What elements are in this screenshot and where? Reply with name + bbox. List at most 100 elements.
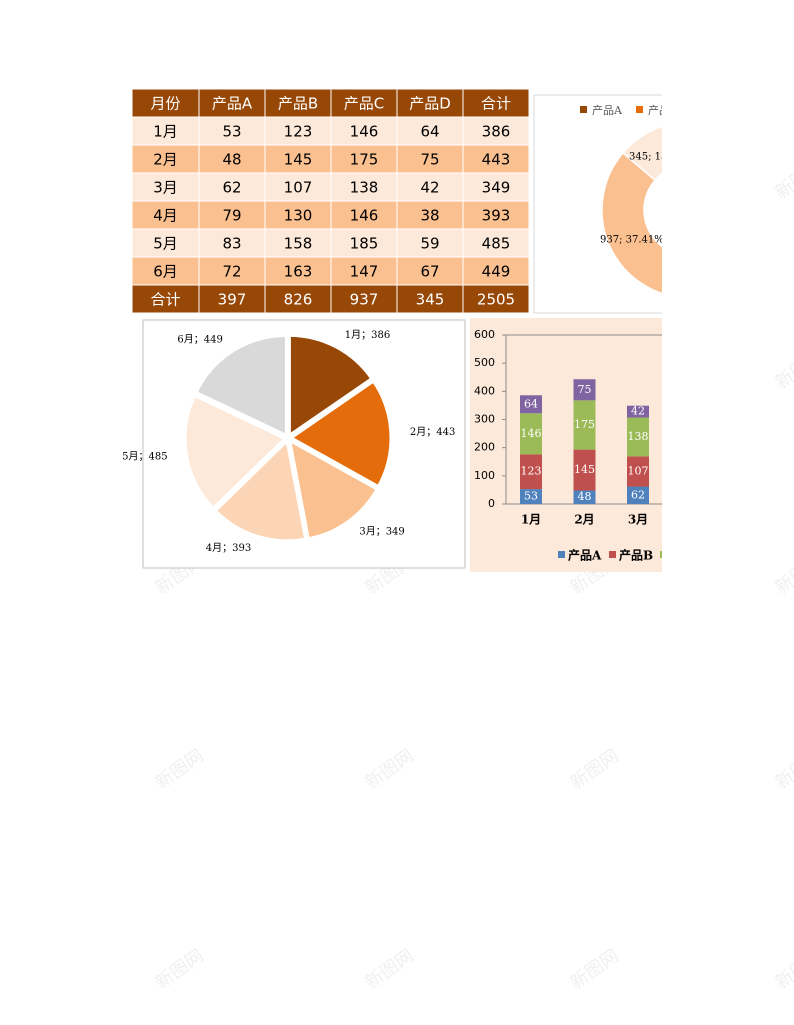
- pie-slice: [287, 437, 380, 541]
- table-cell: [462, 172, 530, 202]
- legend-swatch: [636, 106, 643, 113]
- legend-label: 产品D: [760, 103, 791, 117]
- table-cell: [264, 284, 332, 314]
- cell-text: 产品D: [409, 95, 451, 113]
- bar-segment: [681, 393, 703, 404]
- donut-segment: [621, 125, 662, 182]
- bar-segment: [681, 482, 703, 504]
- cell-text: 产品B: [278, 95, 318, 113]
- cell-text: 386: [482, 123, 511, 141]
- cell-text: 123: [284, 123, 313, 141]
- pie-slice: [288, 379, 393, 489]
- pie-label: 6月；449: [177, 333, 222, 345]
- legend-label: 产品C: [704, 103, 734, 117]
- table-cell: [198, 116, 266, 146]
- bar-segment: [520, 395, 542, 414]
- data-label: 146: [681, 418, 702, 431]
- bar-segment: [520, 489, 542, 504]
- y-tick-label: 300: [474, 413, 495, 426]
- x-tick-label: 4月: [681, 513, 701, 527]
- watermark: 新图网: [567, 946, 623, 994]
- cell-text: 72: [222, 263, 241, 281]
- watermark: 新图网: [772, 946, 794, 994]
- watermark: 新图网: [567, 746, 623, 794]
- cell-text: 83: [222, 235, 241, 253]
- legend-swatch: [558, 551, 565, 558]
- watermark: 新图网: [772, 346, 794, 394]
- pie-slice: [287, 333, 374, 439]
- donut-label: 937; 37.41%: [600, 235, 664, 246]
- x-tick-label: 6月: [788, 513, 794, 527]
- table-cell: [198, 256, 266, 286]
- bar-segment: [788, 484, 794, 504]
- cell-text: 349: [482, 179, 511, 197]
- legend-label: 产品A: [592, 103, 623, 117]
- donut-segment: [693, 162, 778, 298]
- table-cell: [462, 284, 530, 314]
- table-cell: [330, 116, 398, 146]
- data-label: 38: [685, 392, 699, 405]
- legend-swatch: [748, 106, 755, 113]
- cell-text: 38: [420, 207, 439, 225]
- cell-text: 产品C: [344, 95, 384, 113]
- cell-text: 147: [350, 263, 379, 281]
- data-label: 59: [738, 369, 752, 382]
- cell-text: 145: [284, 151, 313, 169]
- table: 月份 产品A 产品B 产品C 产品D 合计 1月 53 123 146 64 386 2月 48 145 17…: [131, 88, 530, 314]
- table-cell: [462, 200, 530, 230]
- y-tick-label: 100: [474, 469, 495, 482]
- watermark: 新图网: [772, 551, 794, 599]
- pie-label: 1月；386: [345, 329, 390, 341]
- bar-segment: [681, 404, 703, 445]
- cell-text: 937: [350, 291, 379, 309]
- bar-segment: [627, 405, 649, 418]
- data-label: 83: [738, 485, 752, 498]
- table-cell: [462, 116, 530, 146]
- cell-text: 130: [284, 207, 313, 225]
- legend-swatch: [711, 551, 718, 558]
- cell-text: 146: [350, 123, 379, 141]
- bar-segment: [788, 396, 794, 437]
- watermark: 新图网: [362, 746, 418, 794]
- watermark: 新图网: [152, 746, 208, 794]
- table-cell: [462, 228, 530, 258]
- bar-segment: [627, 456, 649, 487]
- donut-label: 397; 15.85%: [700, 135, 764, 146]
- cell-text: 合计: [150, 291, 180, 309]
- bar-segment: [627, 486, 649, 504]
- pie-slice: [213, 437, 308, 543]
- cell-text: 397: [218, 291, 247, 309]
- cell-text: 4月: [153, 207, 178, 225]
- y-tick-label: 0: [488, 497, 495, 510]
- cell-text: 2505: [477, 291, 515, 309]
- bar-segment: [573, 400, 596, 450]
- table-cell: [330, 200, 398, 230]
- bar-segment: [788, 438, 794, 484]
- cell-text: 64: [420, 123, 439, 141]
- data-label: 64: [524, 397, 538, 410]
- bar-segment: [520, 454, 542, 490]
- data-label: 175: [574, 418, 595, 431]
- donut-label: 345; 13.77%: [629, 152, 693, 163]
- cell-text: 2月: [153, 151, 178, 169]
- data-label: 185: [735, 403, 756, 416]
- donut-segment: [690, 122, 764, 185]
- watermark: 新图网: [152, 946, 208, 994]
- bar-segment: [627, 417, 649, 457]
- table-cell: [330, 228, 398, 258]
- cell-text: 67: [420, 263, 439, 281]
- bar-segment: [573, 379, 596, 401]
- y-tick-label: 600: [474, 328, 495, 341]
- cell-text: 138: [350, 179, 379, 197]
- pie-label: 2月；443: [410, 426, 455, 438]
- data-label: 123: [521, 465, 542, 478]
- cell-text: 158: [284, 235, 313, 253]
- table-cell: [330, 284, 398, 314]
- cell-text: 合计: [481, 95, 511, 113]
- table-cell: [198, 172, 266, 202]
- table-cell: [264, 256, 332, 286]
- cell-text: 月份: [150, 95, 180, 113]
- table-cell: [396, 88, 464, 118]
- table-cell: [462, 256, 530, 286]
- data-label: 158: [735, 451, 756, 464]
